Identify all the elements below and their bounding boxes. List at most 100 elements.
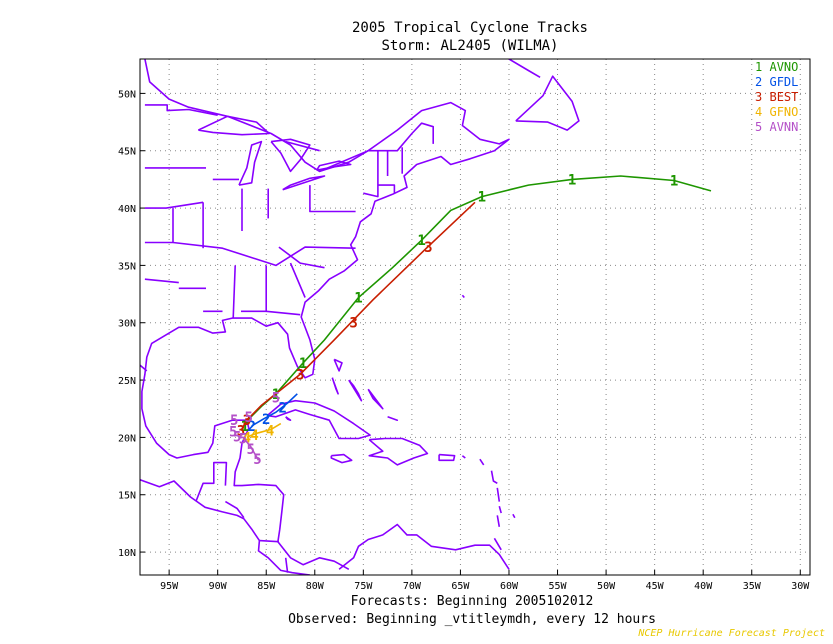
coastline-segment <box>316 160 352 171</box>
y-tick-label: 10N <box>118 548 136 559</box>
legend-label: AVNN <box>769 120 799 134</box>
coastline-segment <box>368 437 429 466</box>
coastline-segment <box>197 115 270 136</box>
legend: 1 AVNO 2 GFDL 3 BEST 4 GFNO 5 AVNN <box>755 60 798 135</box>
track-marker-avnn: 5 <box>239 432 247 448</box>
x-tick-label: 55W <box>549 581 568 592</box>
observed-caption: Observed: Beginning _vtitleymdh, every 1… <box>288 612 656 627</box>
x-tick-label: 65W <box>451 581 470 592</box>
coastline-segment <box>144 241 356 267</box>
coastline-segment <box>144 278 179 284</box>
x-tick-label: 35W <box>743 581 762 592</box>
coastline-segment <box>515 75 580 131</box>
coastline-segment <box>232 265 236 319</box>
y-tick-label: 15N <box>118 491 136 502</box>
coastline-segment <box>461 294 465 299</box>
coastline-segment <box>490 470 498 484</box>
track-marker-best: 3 <box>237 424 245 440</box>
chart-title: 2005 Tropical Cyclone Tracks <box>351 20 588 36</box>
legend-id: 4 <box>755 105 763 119</box>
coastline-segment <box>319 122 434 173</box>
legend-label: AVNO <box>769 60 799 74</box>
legend-entry-avnn: 5 AVNN <box>755 120 798 135</box>
track-marker-avnn: 5 <box>245 410 253 426</box>
coastline-segment <box>238 140 263 186</box>
track-line-avno <box>244 175 712 427</box>
track-marker-avno: 1 <box>241 419 249 435</box>
y-tick-label: 35N <box>118 261 136 272</box>
coastline-segment <box>141 59 510 570</box>
coastline-segment <box>282 175 326 191</box>
coastlines-and-borders <box>140 59 580 575</box>
x-tick-labels: 95W 90W 85W 80W 75W 70W 65W 60W 55W 50W 45W 40W 35W 3… <box>160 581 810 592</box>
coastline-segment <box>496 487 501 502</box>
x-tick-label: 50W <box>597 581 616 592</box>
track-marker-avnn: 5 <box>233 429 241 445</box>
coastline-segment <box>367 388 384 410</box>
coastline-segment <box>270 138 311 173</box>
coastline-segment <box>330 453 353 464</box>
track-marker-gfdl: 2 <box>247 419 255 435</box>
coastline-segment <box>493 537 502 551</box>
track-marker-avno: 1 <box>478 190 486 206</box>
x-tick-label: 80W <box>306 581 325 592</box>
x-tick-label: 95W <box>160 581 179 592</box>
coastline-segment <box>333 358 343 372</box>
track-line-gfno <box>246 422 282 439</box>
y-tick-label: 20N <box>118 433 136 444</box>
track-marker-gfno: 4 <box>250 428 258 444</box>
coastline-segment <box>498 505 502 514</box>
legend-label: BEST <box>769 90 799 104</box>
track-marker-best: 3 <box>424 240 432 256</box>
track-marker-avno: 1 <box>417 233 425 249</box>
track-marker-gfno: 4 <box>266 424 274 440</box>
coastline-segment <box>241 265 267 313</box>
coastline-segment <box>289 262 306 298</box>
track-marker-best: 3 <box>243 413 251 429</box>
forecast-caption: Forecasts: Beginning 2005102012 <box>350 594 594 609</box>
coastline-segment <box>309 185 356 213</box>
legend-id: 2 <box>755 75 763 89</box>
x-tick-label: 30W <box>791 581 810 592</box>
legend-label: GFNO <box>769 105 799 119</box>
coastline-segment <box>512 513 516 519</box>
x-tick-label: 90W <box>209 581 228 592</box>
track-marker-avno: 1 <box>568 172 576 188</box>
coastline-segment <box>438 453 456 462</box>
coastline-segment <box>195 461 228 501</box>
coastline-segment <box>144 201 204 209</box>
legend-id: 1 <box>755 60 763 74</box>
coastline-segment <box>363 150 379 198</box>
coastline-segment <box>285 140 320 152</box>
x-tick-label: 85W <box>257 581 276 592</box>
coastline-segment <box>508 59 541 78</box>
coastline-segment <box>144 104 218 116</box>
track-marker-avno: 1 <box>354 291 362 307</box>
coastline-segment <box>284 557 289 573</box>
x-tick-label: 75W <box>354 581 373 592</box>
coastline-segment <box>348 379 363 402</box>
y-tick-label: 30N <box>118 319 136 330</box>
grid-lines <box>140 59 810 575</box>
legend-entry-gfdl: 2 GFDL <box>755 75 798 90</box>
coastline-segment <box>259 539 279 543</box>
chart-subtitle: Storm: AL2405 (WILMA) <box>381 38 559 54</box>
legend-id: 3 <box>755 90 763 104</box>
x-tick-label: 60W <box>500 581 519 592</box>
coastline-segment <box>224 500 245 519</box>
track-marker-avno: 1 <box>272 387 280 403</box>
y-tick-label: 40N <box>118 204 136 215</box>
coastline-segment <box>278 246 325 269</box>
coastline-segment <box>338 523 510 570</box>
coastline-segment <box>377 184 396 194</box>
track-marker-avnn: 5 <box>246 442 254 458</box>
track-marker-gfdl: 2 <box>279 401 287 417</box>
track-line-best <box>240 201 476 431</box>
coastline-segment <box>461 455 466 459</box>
track-marker-gfdl: 2 <box>262 412 270 428</box>
legend-entry-best: 3 BEST <box>755 90 798 105</box>
y-tick-labels: 10N 15N 20N 25N 30N 35N 40N 45N 50N <box>118 89 136 559</box>
x-tick-label: 45W <box>646 581 665 592</box>
